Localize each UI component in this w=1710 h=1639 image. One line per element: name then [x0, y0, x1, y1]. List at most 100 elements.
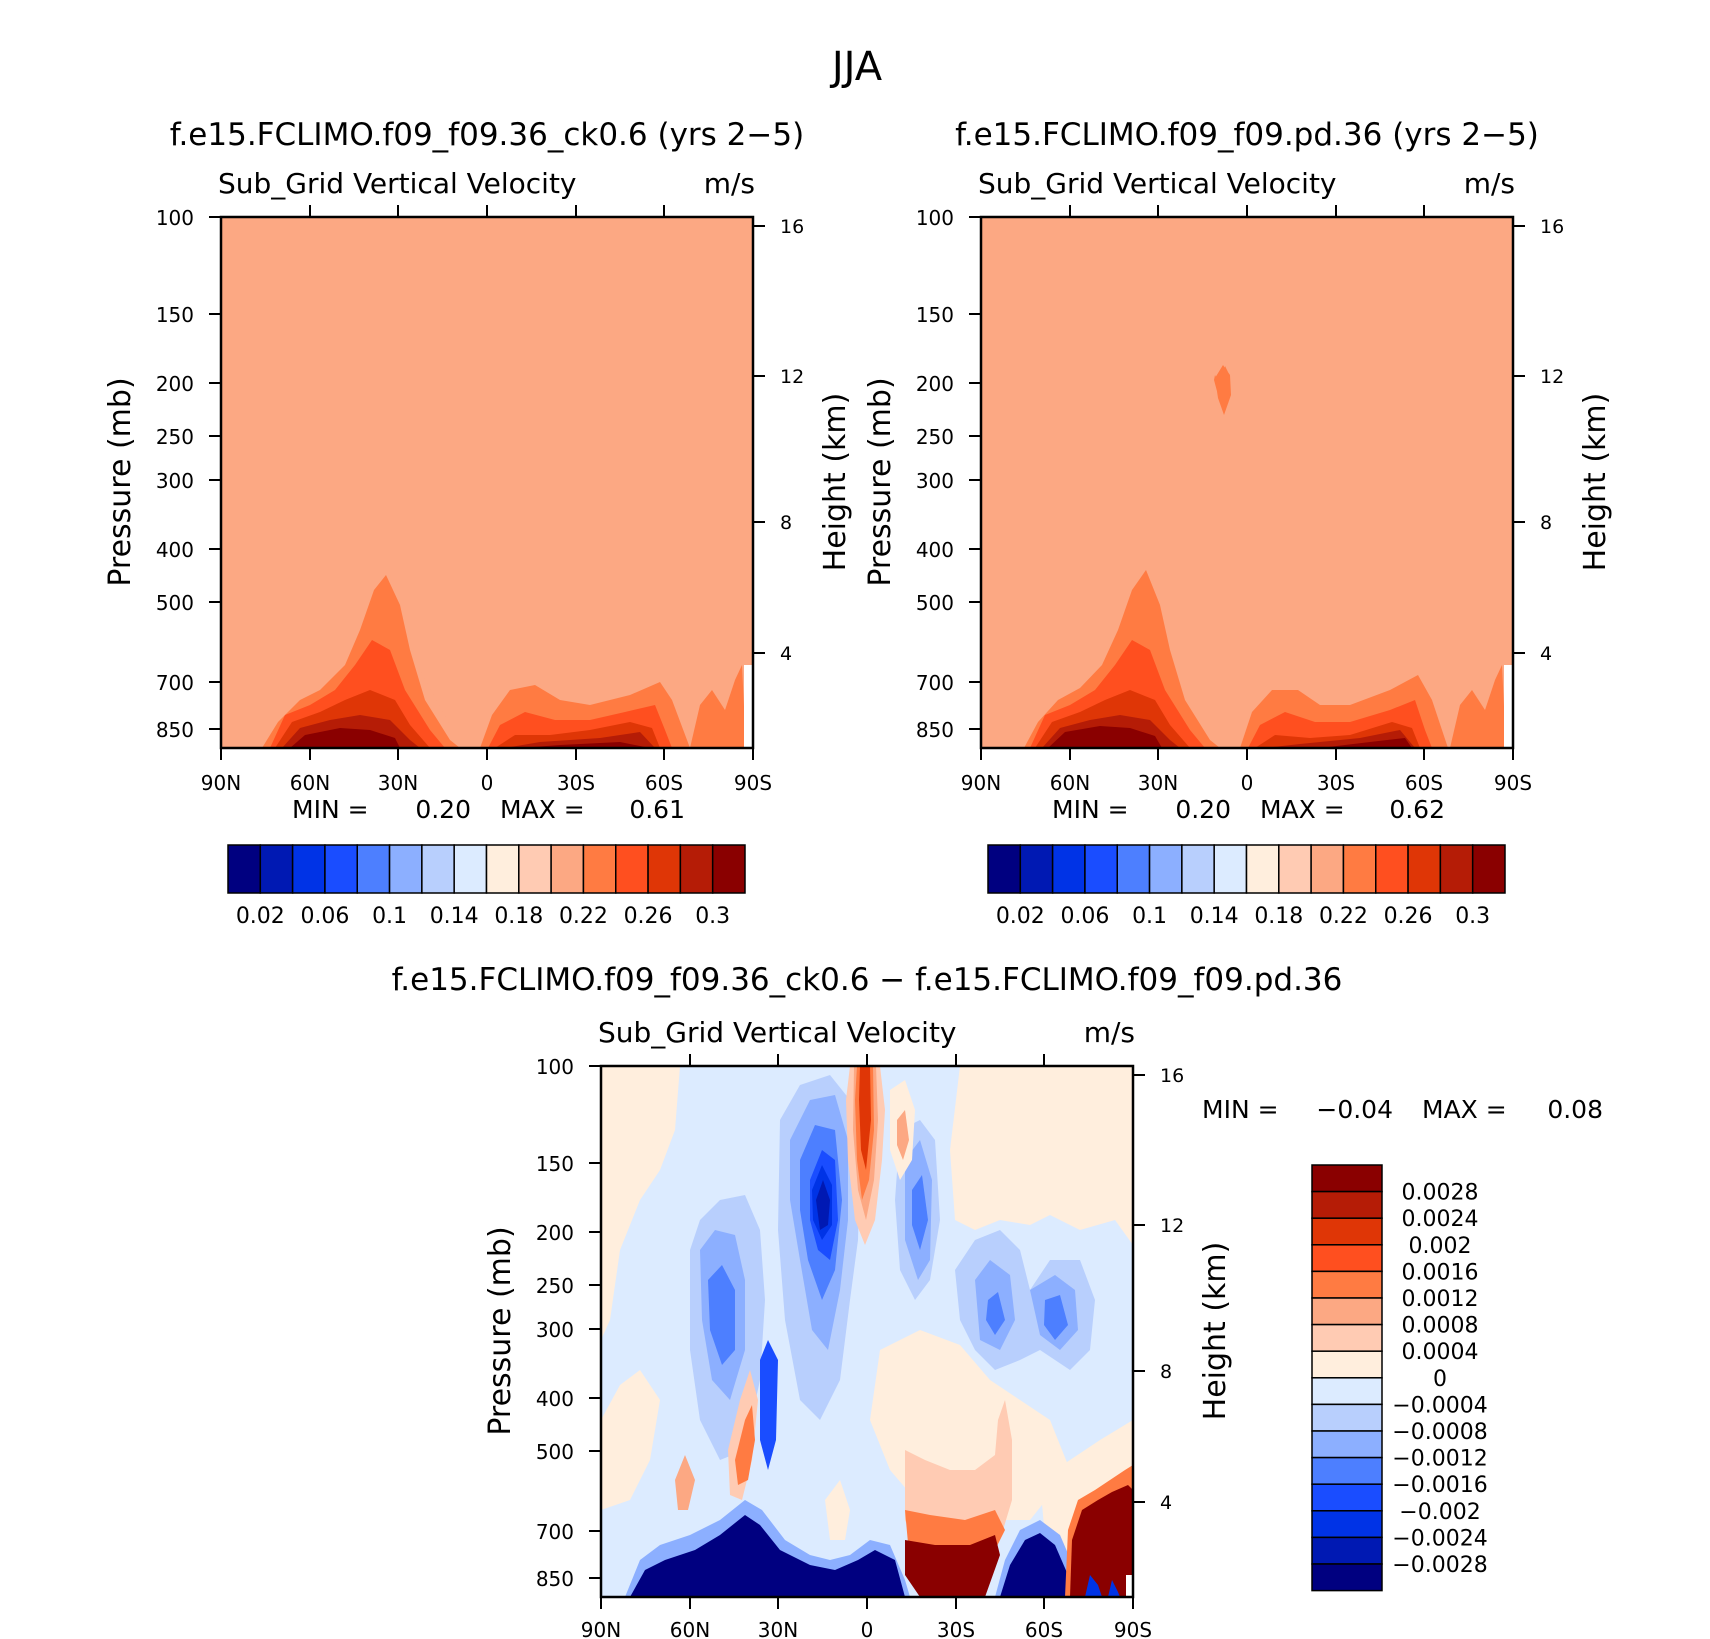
- contour-band-max: [1048, 726, 1412, 748]
- x-ticks: [980, 205, 1514, 760]
- x-tick-label: 90S: [1494, 771, 1532, 795]
- missing-data: [744, 665, 753, 748]
- colorbar-swatch: [1051, 844, 1086, 894]
- y2-tick-labels: 16 12 8 4: [1160, 1065, 1184, 1514]
- x-tick-label: 90S: [734, 771, 772, 795]
- colorbar-swatch: [1311, 1270, 1383, 1299]
- y2-tick-label: 8: [780, 512, 792, 534]
- colorbar-swatch: [1311, 1323, 1383, 1352]
- colorbar-swatch: [1148, 844, 1183, 894]
- colorbar-swatch: [1311, 1350, 1383, 1379]
- colorbar-label: 0.002: [1409, 1234, 1472, 1259]
- colorbar-swatch: [1311, 1164, 1383, 1193]
- contour-negative-3: [986, 1292, 1068, 1340]
- colorbar-label: 0.0012: [1402, 1287, 1479, 1312]
- y-tick-label: 300: [916, 469, 954, 493]
- colorbar-swatch: [1311, 1217, 1383, 1246]
- colorbar-label: 0.0016: [1402, 1260, 1479, 1285]
- colorbar-label: 0.06: [1060, 904, 1109, 929]
- contour-negative-3: [708, 1265, 735, 1365]
- x-ticks: [600, 1054, 1134, 1609]
- x-tick-label: 90N: [961, 771, 1001, 795]
- colorbar-label: −0.0016: [1392, 1473, 1487, 1498]
- contour-field: [221, 217, 753, 748]
- colorbar-swatch: [1311, 1377, 1383, 1406]
- y-tick-labels: 100 150 200 250 300 400 500 700 850: [916, 206, 954, 742]
- y2-tick-label: 4: [1160, 1492, 1172, 1514]
- colorbar-swatch: [1311, 1244, 1383, 1273]
- y-tick-label: 150: [916, 303, 954, 327]
- colorbar-label: 0.26: [624, 904, 673, 929]
- colorbar-swatch: [1084, 844, 1118, 894]
- y2-axis-label: Height (km): [1578, 393, 1613, 572]
- panel-ck06: f.e15.FCLIMO.f09_f09.36_ck0.6 (yrs 2−5) …: [103, 117, 853, 929]
- y-tick-label: 300: [156, 469, 194, 493]
- colorbar-swatch: [1311, 1483, 1383, 1512]
- colorbar-label: 0.18: [1254, 904, 1303, 929]
- min-value: −0.04: [1316, 1095, 1393, 1124]
- colorbar-swatch: [1311, 1297, 1383, 1326]
- colorbar-swatch: [1407, 844, 1442, 894]
- max-label: MAX =: [1260, 795, 1345, 824]
- colorbar-swatch: [291, 844, 326, 894]
- y-tick-label: 150: [156, 303, 194, 327]
- y2-ticks: [1513, 225, 1525, 654]
- min-value: 0.20: [415, 795, 471, 824]
- colorbar-swatch: [1311, 1510, 1383, 1539]
- y-tick-label: 300: [536, 1318, 574, 1342]
- colorbar-swatch: [1310, 844, 1345, 894]
- y-tick-label: 850: [916, 718, 954, 742]
- missing-data: [1504, 665, 1513, 748]
- colorbar: 0.02 0.06 0.1 0.14 0.18 0.22 0.26 0.3: [227, 844, 746, 929]
- colorbar: 0.02 0.06 0.1 0.14 0.18 0.22 0.26 0.3: [987, 844, 1506, 929]
- contour-positive-1: [825, 1480, 850, 1540]
- y-tick-label: 200: [916, 372, 954, 396]
- x-tick-label: 60S: [1025, 1618, 1063, 1639]
- y-axis-label: Pressure (mb): [483, 1226, 518, 1435]
- colorbar-label: 0.26: [1384, 904, 1433, 929]
- y2-tick-label: 4: [780, 643, 792, 665]
- colorbar-label: 0.0004: [1402, 1340, 1479, 1365]
- colorbar-label: 0.0008: [1402, 1314, 1479, 1339]
- contour-positive-light: [601, 1370, 660, 1510]
- y-tick-label: 100: [156, 206, 194, 230]
- y-tick-label: 100: [916, 206, 954, 230]
- x-tick-label: 30N: [1138, 771, 1178, 795]
- colorbar-swatch: [711, 844, 746, 894]
- units-label: m/s: [1084, 1016, 1135, 1049]
- y2-tick-labels: 16 12 8 4: [1540, 216, 1564, 665]
- units-label: m/s: [704, 167, 755, 200]
- y-tick-label: 250: [916, 425, 954, 449]
- colorbar-label: 0.0028: [1402, 1181, 1479, 1206]
- panel-pd: f.e15.FCLIMO.f09_f09.pd.36 (yrs 2−5) Sub…: [863, 117, 1613, 929]
- x-tick-label: 60N: [670, 1618, 710, 1639]
- colorbar-label: 0.02: [996, 904, 1045, 929]
- max-value: 0.62: [1389, 795, 1445, 824]
- contour-positive-polar-max: [1070, 1485, 1133, 1597]
- colorbar-swatch: [1439, 844, 1474, 894]
- colorbar-swatch: [1311, 1456, 1383, 1485]
- y2-tick-label: 16: [1540, 216, 1564, 238]
- colorbar-swatch: [1245, 844, 1280, 894]
- contour-band-polar: [690, 665, 746, 748]
- colorbar-label: 0.22: [559, 904, 608, 929]
- colorbar-swatch: [1181, 844, 1215, 894]
- colorbar-label: −0.002: [1399, 1500, 1480, 1525]
- y-axis-label: Pressure (mb): [103, 377, 138, 586]
- colorbar-swatch: [987, 844, 1022, 894]
- colorbar-swatch: [1116, 844, 1151, 894]
- x-tick-label: 30N: [758, 1618, 798, 1639]
- y-tick-label: 250: [156, 425, 194, 449]
- field-background: [221, 217, 753, 748]
- max-label: MAX =: [500, 795, 585, 824]
- colorbar-swatch: [550, 844, 585, 894]
- contour-positive-4: [735, 1405, 755, 1485]
- units-label: m/s: [1464, 167, 1515, 200]
- x-tick-label: 30S: [557, 771, 595, 795]
- colorbar-label: −0.0012: [1392, 1447, 1487, 1472]
- y-tick-label: 200: [156, 372, 194, 396]
- variable-label: Sub_Grid Vertical Velocity: [978, 167, 1337, 200]
- x-tick-label: 90N: [201, 771, 241, 795]
- y-ticks: [209, 216, 221, 730]
